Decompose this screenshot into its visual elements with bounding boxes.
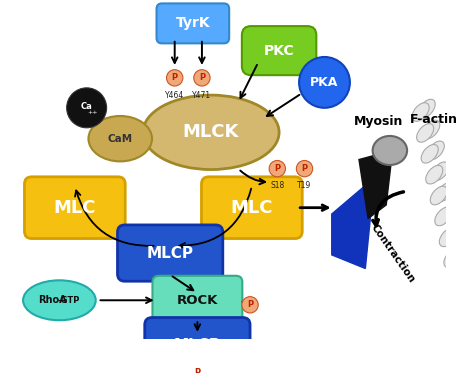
Ellipse shape [435,207,452,226]
Circle shape [67,88,107,128]
Text: ++: ++ [88,110,98,115]
FancyBboxPatch shape [156,3,229,43]
Text: CaM: CaM [108,134,133,144]
FancyBboxPatch shape [153,276,242,325]
Polygon shape [359,150,392,219]
Ellipse shape [464,308,474,327]
Circle shape [296,160,313,177]
Ellipse shape [89,116,152,162]
Text: -GTP: -GTP [57,296,80,305]
Ellipse shape [373,136,407,165]
Text: T19: T19 [297,181,311,190]
Ellipse shape [446,225,463,243]
Text: PKA: PKA [310,76,339,89]
Text: Ca: Ca [81,101,92,110]
Text: Contraction: Contraction [369,222,417,284]
Text: P: P [194,369,201,373]
Ellipse shape [23,280,96,320]
Ellipse shape [143,95,279,170]
Ellipse shape [441,204,458,222]
Text: MLC: MLC [231,199,273,217]
Text: MLCP: MLCP [174,338,221,353]
Text: S18: S18 [270,181,284,190]
Ellipse shape [418,99,435,118]
FancyBboxPatch shape [145,317,250,373]
FancyBboxPatch shape [25,177,125,239]
Ellipse shape [437,183,454,201]
Text: RhoA: RhoA [38,295,66,305]
Ellipse shape [444,249,461,267]
Text: F-actin: F-actin [410,113,457,126]
Circle shape [299,57,350,108]
Ellipse shape [417,123,434,142]
Text: MLCP: MLCP [146,245,194,261]
Ellipse shape [459,287,474,306]
Ellipse shape [421,144,438,163]
Text: P: P [301,164,308,173]
Ellipse shape [439,228,456,247]
Text: MLC: MLC [54,199,96,217]
Circle shape [189,365,206,373]
Ellipse shape [457,311,474,330]
Text: Y471: Y471 [192,91,211,100]
Ellipse shape [453,291,470,309]
FancyBboxPatch shape [201,177,302,239]
Text: P: P [247,300,253,309]
Text: MLCK: MLCK [183,123,239,141]
Ellipse shape [430,186,447,205]
FancyBboxPatch shape [118,225,223,281]
Ellipse shape [448,270,465,288]
Ellipse shape [426,165,443,184]
Text: Myosin: Myosin [354,115,404,128]
Text: ROCK: ROCK [177,294,218,307]
Circle shape [269,160,285,177]
Text: P: P [172,73,178,82]
Ellipse shape [423,120,440,139]
Ellipse shape [427,141,444,160]
FancyBboxPatch shape [242,26,316,75]
Circle shape [194,70,210,86]
Ellipse shape [412,103,429,121]
Polygon shape [332,178,374,269]
Ellipse shape [432,162,449,181]
Text: P: P [274,164,280,173]
Text: PKC: PKC [264,44,294,57]
Text: TyrK: TyrK [175,16,210,30]
Ellipse shape [455,266,472,285]
Ellipse shape [450,245,467,264]
Text: Y464: Y464 [165,91,184,100]
Ellipse shape [469,324,474,340]
Text: P: P [199,73,205,82]
Circle shape [166,70,183,86]
Circle shape [242,297,258,313]
